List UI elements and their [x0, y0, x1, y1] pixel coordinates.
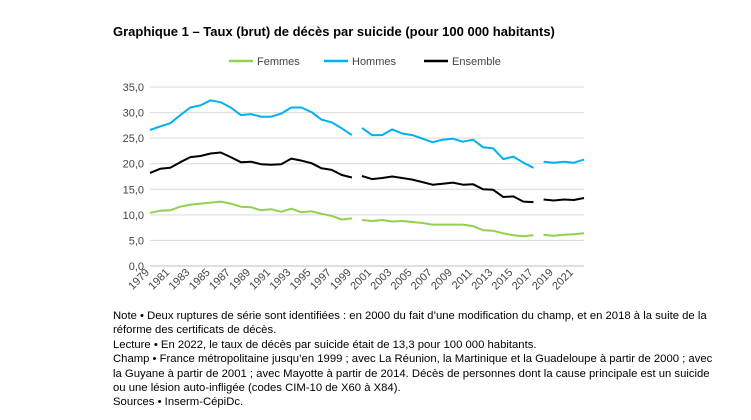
- series-line-ensemble: [361, 175, 534, 204]
- legend-label-ensemble: Ensemble: [452, 56, 501, 68]
- series-line-femmes: [149, 200, 353, 221]
- y-tick-label: 30,0: [123, 108, 144, 120]
- x-tick-label: 1985: [187, 267, 213, 293]
- series-line-femmes: [361, 219, 534, 238]
- x-tick-label: 2007: [409, 267, 435, 293]
- series-line-hommes: [543, 158, 585, 164]
- y-tick-label: 15,0: [123, 184, 144, 196]
- note-text: Note • Deux ruptures de série sont ident…: [113, 310, 707, 337]
- champ-text: Champ • France métropolitaine jusqu’en 1…: [113, 353, 713, 395]
- legend-label-hommes: Hommes: [352, 56, 397, 68]
- line-chart: 0,0 5,0 10,0 15,0 20,0 25,0 30,0 35,0 197919811…: [123, 56, 585, 293]
- x-tick-label: 2001: [348, 267, 374, 293]
- x-tick-label: 2009: [429, 267, 455, 293]
- chart-title: Graphique 1 – Taux (brut) de décès par s…: [113, 24, 555, 39]
- x-tick-label: 1999: [328, 267, 354, 293]
- x-tick-label: 2019: [530, 267, 556, 293]
- x-tick-label: 2021: [550, 267, 576, 293]
- y-tick-label: 35,0: [123, 82, 144, 94]
- x-tick-label: 1997: [308, 267, 334, 293]
- x-tick-label: 1991: [247, 267, 273, 293]
- x-tick-label: 2015: [490, 267, 516, 293]
- chart-notes: Note • Deux ruptures de série sont ident…: [113, 309, 713, 410]
- x-tick-label: 2017: [510, 267, 536, 293]
- y-tick-label: 10,0: [123, 210, 144, 222]
- x-tick-label: 2005: [389, 267, 415, 293]
- y-tick-label: 0,0: [129, 261, 144, 273]
- legend-label-femmes: Femmes: [257, 56, 300, 68]
- sources-text: Sources • Inserm-CépiDc.: [113, 396, 244, 409]
- x-tick-label: 2011: [450, 267, 475, 292]
- series-line-ensemble: [149, 151, 353, 179]
- y-axis-ticks: 0,0 5,0 10,0 15,0 20,0 25,0 30,0 35,0: [123, 82, 144, 273]
- x-tick-label: 1981: [147, 267, 173, 293]
- x-axis: 1979198119831985198719891991199319951997…: [126, 265, 584, 293]
- y-tick-label: 5,0: [129, 235, 144, 247]
- legend: Femmes Hommes Ensemble: [229, 56, 501, 68]
- y-tick-label: 25,0: [123, 133, 144, 145]
- x-tick-label: 2013: [469, 267, 495, 293]
- gridlines: [150, 86, 584, 267]
- x-tick-label: 1989: [227, 267, 253, 293]
- x-tick-label: 1995: [288, 267, 314, 293]
- series-line-hommes: [149, 99, 353, 136]
- y-tick-label: 20,0: [123, 159, 144, 171]
- series-line-hommes: [361, 127, 534, 169]
- series-line-ensemble: [543, 197, 585, 202]
- x-tick-label: 1993: [268, 267, 294, 293]
- x-tick-label: 1983: [167, 267, 193, 293]
- x-tick-label: 2003: [369, 267, 395, 293]
- lecture-text: Lecture • En 2022, le taux de décès par …: [113, 338, 537, 351]
- series-lines: [149, 99, 585, 238]
- x-tick-label: 1987: [207, 267, 233, 293]
- series-line-femmes: [543, 232, 585, 237]
